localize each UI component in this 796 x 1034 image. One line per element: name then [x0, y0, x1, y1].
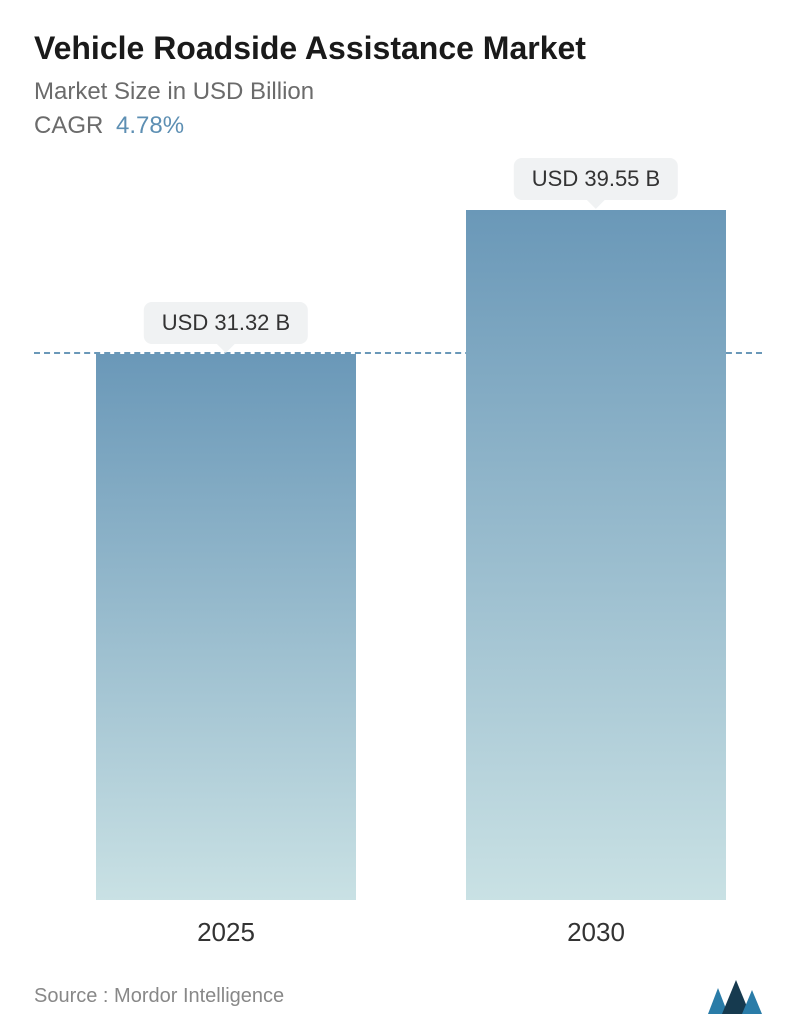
bar-category-label: 2025: [197, 917, 255, 948]
pill-notch: [216, 333, 236, 353]
bar-2030: USD 39.55 B2030: [466, 210, 726, 900]
mordor-logo-icon: [708, 978, 762, 1014]
cagr-row: CAGR 4.78%: [34, 112, 762, 140]
bar-value-label: USD 39.55 B: [514, 158, 678, 200]
chart-title: Vehicle Roadside Assistance Market: [34, 28, 762, 68]
cagr-value: 4.78%: [116, 112, 184, 139]
chart-inner: USD 31.32 B2025USD 39.55 B2030: [34, 166, 762, 962]
bar-value-label: USD 31.32 B: [144, 302, 308, 344]
chart-footer: Source : Mordor Intelligence: [34, 968, 762, 1014]
bar-category-label: 2030: [567, 917, 625, 948]
bar-2025: USD 31.32 B2025: [96, 354, 356, 900]
cagr-label: CAGR: [34, 112, 103, 139]
chart-container: Vehicle Roadside Assistance Market Marke…: [0, 0, 796, 1034]
pill-notch: [586, 189, 606, 209]
bar-rect: [466, 210, 726, 900]
bar-rect: [96, 354, 356, 900]
chart-plot-area: USD 31.32 B2025USD 39.55 B2030: [34, 166, 762, 962]
source-text: Source : Mordor Intelligence: [34, 985, 284, 1008]
chart-subtitle: Market Size in USD Billion: [34, 78, 762, 106]
